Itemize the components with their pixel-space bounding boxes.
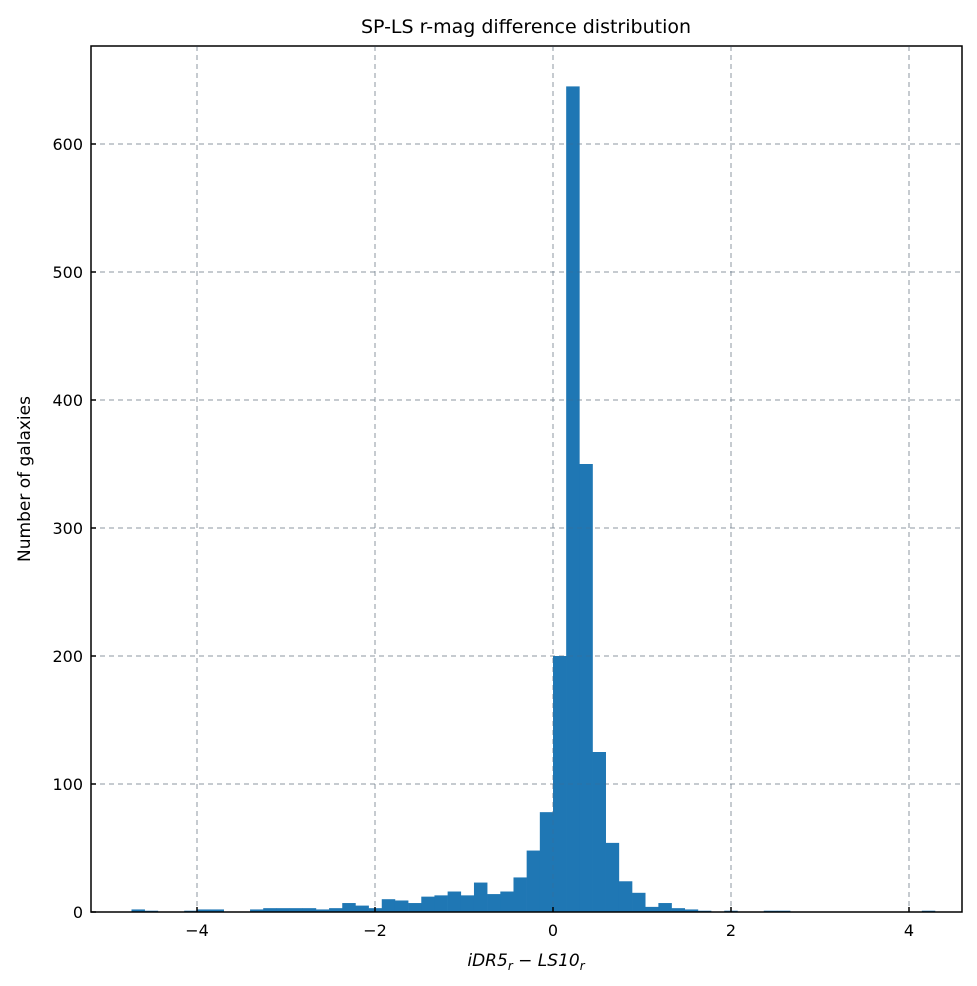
y-tick-label: 300 bbox=[52, 519, 83, 538]
x-tick-label: 2 bbox=[726, 921, 736, 940]
x-axis-label: iDR5r − LS10r bbox=[467, 951, 585, 973]
x-tick-label: 0 bbox=[548, 921, 558, 940]
histogram-bar bbox=[526, 850, 541, 912]
y-tick-label: 200 bbox=[52, 647, 83, 666]
x-label-main: iDR5 bbox=[467, 951, 507, 971]
histogram-bar bbox=[381, 899, 396, 912]
x-tick-label: −4 bbox=[185, 921, 209, 940]
histogram-bar bbox=[263, 908, 277, 912]
histogram-bar bbox=[276, 908, 290, 912]
y-tick-label: 400 bbox=[52, 391, 83, 410]
histogram-bar bbox=[131, 909, 145, 912]
histogram-bar bbox=[579, 464, 593, 912]
histogram-bar bbox=[553, 656, 567, 912]
histogram-bar bbox=[355, 905, 369, 912]
chart-title: SP-LS r-mag difference distribution bbox=[361, 16, 691, 38]
y-tick-label: 0 bbox=[73, 903, 83, 922]
histogram-bar bbox=[539, 812, 554, 912]
histogram-bar bbox=[658, 903, 672, 912]
histogram-bar bbox=[645, 906, 659, 912]
histogram-bar bbox=[605, 842, 620, 912]
histogram-bar bbox=[460, 895, 475, 912]
plot-frame bbox=[90, 45, 963, 913]
y-tick-label: 600 bbox=[52, 135, 83, 154]
histogram-bar bbox=[210, 909, 224, 912]
histogram-bar bbox=[289, 908, 304, 912]
histogram-bar bbox=[421, 896, 435, 912]
histogram-bar bbox=[394, 900, 409, 912]
histogram-bar bbox=[250, 909, 264, 912]
histogram-bars bbox=[131, 86, 936, 912]
x-tick-label: −2 bbox=[363, 921, 387, 940]
histogram-bar bbox=[487, 894, 501, 912]
histogram-bar bbox=[329, 908, 343, 912]
y-tick-label: 500 bbox=[52, 263, 83, 282]
y-axis-label: Number of galaxies bbox=[15, 396, 35, 562]
x-label-sub1: r bbox=[508, 959, 514, 973]
grid-lines bbox=[91, 46, 962, 912]
histogram-bar bbox=[408, 903, 422, 912]
x-label-sub2: r bbox=[580, 959, 586, 973]
histogram-bar bbox=[684, 909, 699, 912]
y-tick-label: 100 bbox=[52, 775, 83, 794]
histogram-bar bbox=[513, 877, 527, 912]
histogram-bar bbox=[618, 881, 633, 912]
x-label-mid: − LS10 bbox=[513, 951, 580, 971]
axis-ticks: −4 −2 0 2 4 0 100 200 300 400 500 600 bbox=[52, 46, 962, 940]
histogram-bar bbox=[632, 892, 646, 912]
histogram-bar bbox=[434, 895, 448, 912]
histogram-bar bbox=[342, 903, 356, 912]
histogram-bar bbox=[566, 86, 580, 912]
histogram-bar bbox=[671, 908, 686, 912]
histogram-bar bbox=[197, 909, 211, 912]
histogram-bar bbox=[500, 891, 514, 912]
histogram-bar bbox=[447, 891, 462, 912]
histogram-bar bbox=[473, 882, 488, 912]
x-tick-label: 4 bbox=[904, 921, 914, 940]
histogram-bar bbox=[592, 752, 606, 912]
histogram-bar bbox=[315, 909, 330, 912]
histogram-bar bbox=[302, 908, 317, 912]
